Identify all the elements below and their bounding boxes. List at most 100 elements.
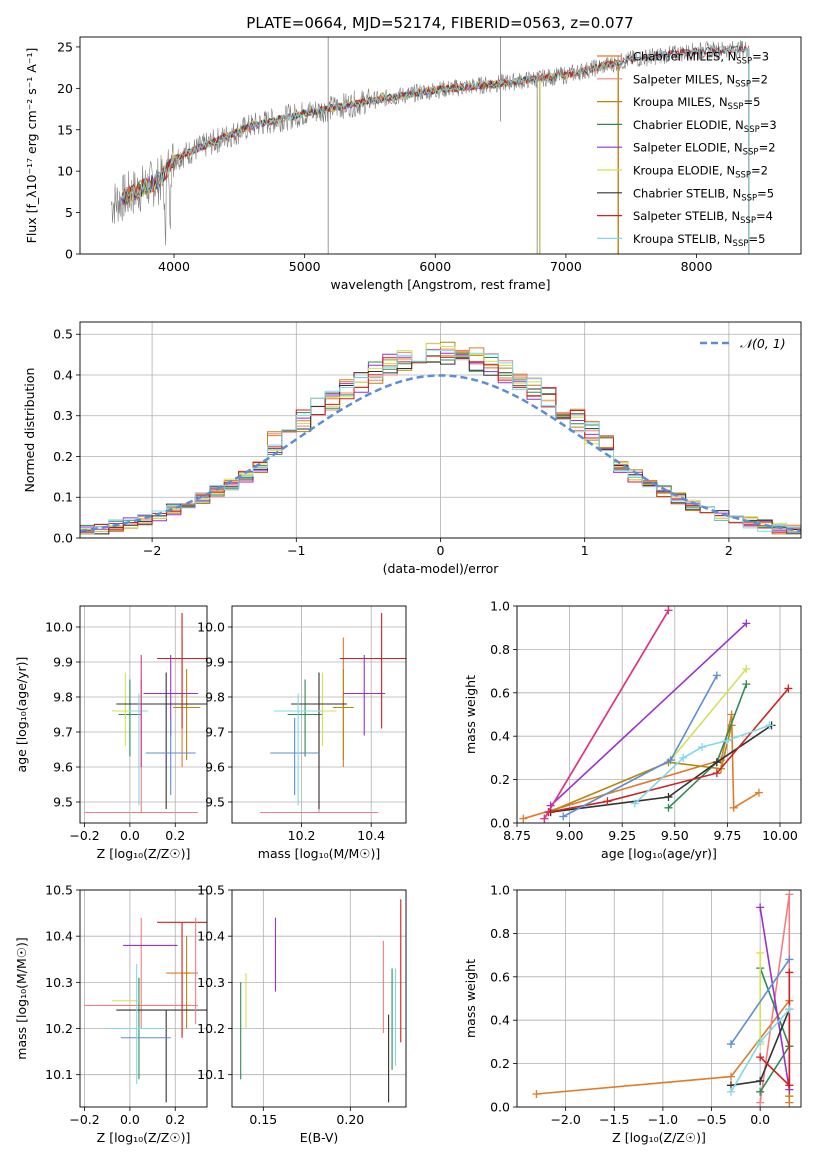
- x-tick-label: 0.0: [120, 828, 140, 843]
- legend-label: Kroupa MILES, NSSP=5: [633, 95, 760, 112]
- figure-title: PLATE=0664, MJD=52174, FIBERID=0563, z=0…: [246, 14, 633, 32]
- y-tick-label: 10.4: [45, 929, 73, 944]
- y-tick-label: 10: [57, 164, 73, 179]
- weight-line: [543, 609, 670, 820]
- weight-marker: [756, 1076, 765, 1085]
- x-tick-label: 8.75: [503, 828, 531, 843]
- weight-line: [669, 668, 747, 761]
- y-tick-label: 0.4: [53, 367, 73, 382]
- weight-marker: [723, 736, 732, 745]
- y-axis-label: mass [log₁₀(M/M☉)]: [14, 937, 29, 1059]
- axes-frame: [516, 605, 802, 824]
- errorbars: [84, 613, 207, 814]
- errorbars: [84, 917, 207, 1103]
- x-axis-label: wavelength [Angstrom, rest frame]: [330, 277, 550, 292]
- weight-marker: [712, 769, 721, 778]
- x-tick-label: 6000: [419, 259, 451, 274]
- weight-marker: [785, 955, 794, 964]
- y-tick-label: 10.2: [45, 1021, 73, 1036]
- legend-label: Salpeter ELODIE, NSSP=2: [633, 141, 776, 158]
- weight-marker: [756, 1053, 765, 1062]
- x-tick-label: −2.0: [550, 1112, 580, 1127]
- weight-marker: [785, 890, 794, 899]
- weight-marker: [664, 792, 673, 801]
- legend-label: Chabrier MILES, NSSP=3: [633, 50, 769, 67]
- weight-marker: [532, 1089, 541, 1098]
- weight-marker: [712, 671, 721, 680]
- weight-marker: [726, 1087, 735, 1096]
- y-tick-label: 0.0: [490, 1100, 510, 1115]
- x-axis-label: E(B-V): [300, 1130, 339, 1145]
- x-tick-label: 10.2: [288, 828, 316, 843]
- y-tick-label: 5: [65, 205, 73, 220]
- x-tick-label: −0.2: [69, 828, 99, 843]
- x-tick-label: −2: [143, 543, 161, 558]
- y-axis-label: Normed distribution: [22, 368, 37, 493]
- x-axis-label: mass [log₁₀(M/M☉)]: [258, 846, 380, 861]
- legend-label: Kroupa STELIB, NSSP=5: [633, 232, 765, 249]
- y-tick-label: 9.5: [53, 795, 73, 810]
- x-tick-label: 1: [581, 543, 589, 558]
- model-spectrum-line: [121, 45, 750, 201]
- y-tick-label: 0.8: [490, 642, 510, 657]
- y-tick-label: 9.7: [53, 725, 73, 740]
- weight-marker: [698, 743, 707, 752]
- weight-lines: [532, 890, 794, 1107]
- errorbars: [240, 899, 402, 1103]
- y-tick-label: 0.2: [53, 449, 73, 464]
- x-tick-label: 4000: [158, 259, 190, 274]
- y-tick-label: 9.6: [205, 760, 225, 775]
- y-tick-label: 0.1: [53, 490, 73, 505]
- weight-lines: [519, 606, 793, 823]
- spectrum-panel: 4000 5000 6000 7000 8000 0 5 10 15 20 25 wavelength…: [24, 36, 802, 292]
- weight-line: [550, 622, 747, 807]
- x-axis-label: (data-model)/error: [383, 561, 500, 576]
- y-tick-label: 10.1: [45, 1067, 73, 1082]
- axes-frame: [79, 889, 208, 1108]
- legend-label: 𝒩(0, 1): [740, 336, 786, 351]
- weight-marker: [756, 948, 765, 957]
- x-tick-label: −0.2: [69, 1112, 99, 1127]
- weight-marker: [742, 680, 751, 689]
- weight-line: [759, 907, 791, 1090]
- weight-vs-age-panel: 8.75 9.00 9.25 9.50 9.75 10.00 0.0 0.2 0.4 0.6 0.8…: [463, 599, 802, 861]
- weight-marker: [756, 1098, 765, 1107]
- x-tick-label: 0.0: [120, 1112, 140, 1127]
- age-vs-mass-panel: 10.2 10.4 9.5 9.6 9.7 9.8 9.9 10.0 mass [log₁₀(M…: [197, 605, 407, 861]
- y-tick-label: 0.6: [490, 685, 510, 700]
- weight-marker: [726, 1072, 735, 1081]
- y-axis-label: Flux [f_λ10⁻¹⁷ erg cm⁻² s⁻¹ A⁻¹]: [24, 48, 39, 244]
- legend-label: Salpeter STELIB, NSSP=4: [633, 209, 773, 226]
- y-tick-label: 9.5: [205, 795, 225, 810]
- y-tick-label: 1.0: [490, 599, 510, 614]
- weight-marker: [742, 664, 751, 673]
- weight-marker: [630, 799, 639, 808]
- weight-line: [523, 714, 760, 820]
- y-tick-label: 0.0: [53, 531, 73, 546]
- x-axis-label: Z [log₁₀(Z/Z☉)]: [97, 846, 191, 861]
- x-tick-label: 9.25: [608, 828, 636, 843]
- weight-marker: [729, 803, 738, 812]
- x-tick-label: −1: [287, 543, 305, 558]
- histogram-legend: 𝒩(0, 1): [700, 336, 786, 351]
- weight-marker: [519, 814, 528, 823]
- weight-marker: [756, 903, 765, 912]
- y-tick-label: 0.5: [53, 327, 73, 342]
- weight-marker: [756, 1087, 765, 1096]
- weight-line: [550, 724, 772, 813]
- histogram-lines: [80, 341, 801, 535]
- y-tick-label: 10.0: [45, 620, 73, 635]
- legend-label: Chabrier STELIB, NSSP=5: [633, 186, 774, 203]
- spectrum-lines: [111, 37, 750, 254]
- legend-label: Kroupa ELODIE, NSSP=2: [633, 164, 768, 181]
- y-tick-label: 9.8: [53, 690, 73, 705]
- x-tick-label: 0.15: [249, 1112, 277, 1127]
- histogram-step: [80, 355, 801, 533]
- weight-marker: [664, 606, 673, 615]
- gaussian-curve: [80, 374, 801, 533]
- x-tick-label: 0.0: [750, 1112, 770, 1127]
- y-axis-label: age [log₁₀(age/yr)]: [14, 657, 29, 773]
- spectrum-legend: Chabrier MILES, NSSP=3 Salpeter MILES, NS…: [597, 50, 777, 249]
- y-tick-label: 9.7: [205, 725, 225, 740]
